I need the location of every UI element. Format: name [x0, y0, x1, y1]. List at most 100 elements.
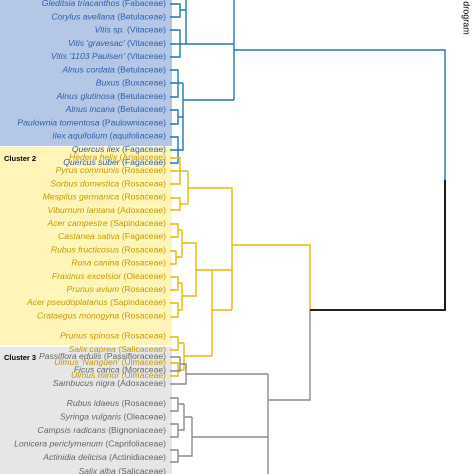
- species: Prunus avium: [67, 284, 120, 294]
- species: Alnus cordata: [61, 65, 115, 75]
- family: (Vitaceae): [127, 38, 166, 48]
- leaf-label: Buxus (Buxaceae): [96, 78, 166, 88]
- family: (Sapindaceae): [110, 297, 166, 307]
- leaf-label: Paulownia tomentosa (Paulowniaceae): [17, 118, 166, 128]
- branch: [170, 310, 311, 474]
- family: (Actinidiaceae): [109, 452, 166, 462]
- family: (Vitaceae): [127, 51, 166, 61]
- species: Ilex aquifolium: [52, 131, 107, 141]
- branch: [170, 0, 446, 180]
- leaf-label: Vitis '1103 Paulsen' (Vitaceae): [51, 51, 166, 61]
- leaf-label: Quercus suber (Fagaceae): [63, 157, 166, 167]
- family: (Vitaceae): [127, 25, 166, 35]
- species: Crataegus monogyna: [37, 311, 119, 321]
- leaf-label: Fraxinus excelsior (Oleaceae): [52, 271, 166, 281]
- family: (Oleaceae): [123, 271, 166, 281]
- species: Syringa vulgaris: [60, 412, 122, 422]
- species: Rubus fructicosus: [51, 245, 120, 255]
- leaf-label: Vitis sp. (Vitaceae): [95, 25, 166, 35]
- leaf-label: Sorbus domestica (Rosaceae): [50, 179, 166, 189]
- family: (Betulaceae): [117, 12, 166, 22]
- family: (Moraceae): [122, 365, 166, 375]
- leaf-label: Campsis radicans (Bignoniaceae): [38, 425, 167, 435]
- family: (Sapindaceae): [110, 218, 166, 228]
- family: (Buxaceae): [122, 78, 166, 88]
- species: Quercus ilex: [72, 144, 120, 154]
- leaf-label: Quercus ilex (Fagaceae): [72, 144, 166, 154]
- leaf-label: Ulmus 'Nanguen' (Ulmaceae): [54, 357, 166, 367]
- leaf-label: Ilex aquifolium (aquifoliaceae): [52, 131, 166, 141]
- species: Sambucus nigra: [53, 378, 115, 388]
- family: (Rosaceae): [122, 179, 167, 189]
- leaf-label: Vitis 'gravesac' (Vitaceae): [68, 38, 166, 48]
- leaf-label: Actinidia delicisa (Actinidiaceae): [42, 452, 166, 462]
- leaf-label: Mespilus germanica (Rosaceae): [43, 192, 166, 202]
- leaf-label: Prunus avium (Rosaceae): [67, 284, 166, 294]
- family: (Adoxaceae): [117, 378, 166, 388]
- cluster-2-box: [0, 147, 172, 345]
- family: (Passifloraceae): [104, 351, 166, 361]
- species: Vitis 'gravesac': [68, 38, 125, 48]
- leaf-label: Sambucus nigra (Adoxaceae): [53, 378, 166, 388]
- family: (Fagaceae): [122, 157, 166, 167]
- leaf-label: Rubus fructicosus (Rosaceae): [51, 245, 166, 255]
- cluster-label: Cluster 3: [4, 353, 36, 362]
- leaf-label: Hedera helix (Arialaceae): [69, 152, 166, 162]
- branch: [170, 157, 311, 377]
- leaf-label: Passiflora edulis (Passifloraceae): [39, 351, 166, 361]
- species: Pyrus communis: [56, 165, 120, 175]
- family: (Rosaceae): [122, 398, 167, 408]
- family: (Caprifoliaceae): [105, 439, 166, 449]
- leaf-label: Rubus idaeus (Rosaceae): [67, 398, 167, 408]
- family: (Rosaceae): [122, 284, 167, 294]
- leaf-label: Alnus cordata (Betulaceae): [61, 65, 166, 75]
- leaf-label: Crataegus monogyna (Rosaceae): [37, 311, 166, 321]
- family: (Oleaceae): [123, 412, 166, 422]
- leaf-label: Salix alba (Salicaceae): [79, 466, 167, 474]
- species: Gleditsia triacanthos: [42, 0, 121, 8]
- family: (Fabaceae): [122, 0, 166, 8]
- family: (Fagaceae): [122, 144, 166, 154]
- family: (Arialaceae): [120, 152, 166, 162]
- leaf-label: Alnus glutinosa (Betulaceae): [56, 91, 167, 101]
- cluster-label: Cluster 2: [4, 154, 36, 163]
- family: (Betulaceae): [117, 104, 166, 114]
- family: (aquifoliaceae): [110, 131, 167, 141]
- species: Buxus: [96, 78, 121, 88]
- family: (Paulowniaceae): [102, 118, 166, 128]
- leaf-label: Castanea sativa (Fagaceae): [58, 231, 166, 241]
- family: (Ulmaceae): [122, 357, 167, 367]
- family: (Salicaceae): [118, 466, 166, 474]
- family: (Bignoniaceae): [108, 425, 166, 435]
- species: Campsis radicans: [38, 425, 107, 435]
- leaf-label: Acer campestre (Sapindaceae): [47, 218, 167, 228]
- leaf-label: Pyrus communis (Rosaceae): [56, 165, 166, 175]
- family: (Rosaceae): [122, 331, 167, 341]
- species: Vitis '1103 Paulsen': [51, 51, 125, 61]
- species: Corylus avellana: [51, 12, 115, 22]
- species: Acer pseudoplatanus: [26, 297, 108, 307]
- species: Castanea sativa: [58, 231, 120, 241]
- species: Acer campestre: [47, 218, 108, 228]
- species: Ulmus 'Nanguen': [54, 357, 119, 367]
- species: Ficus carica: [74, 365, 120, 375]
- family: (Rosaceae): [122, 165, 167, 175]
- family: (Betulaceae): [117, 65, 166, 75]
- leaf-label: Acer pseudoplatanus (Sapindaceae): [26, 297, 166, 307]
- family: (Rosaceae): [122, 192, 167, 202]
- family: (Ulmaceae): [122, 370, 167, 380]
- species: Prunus spinosa: [60, 331, 119, 341]
- species: Actinidia delicisa: [42, 452, 107, 462]
- species: Passiflora edulis: [39, 351, 102, 361]
- root-branch: [310, 180, 446, 311]
- species: Alnus glutinosa: [56, 91, 116, 101]
- cluster-3-box: [0, 347, 172, 474]
- family: (Salicaceae): [118, 344, 166, 354]
- family: (Rosaceae): [122, 258, 167, 268]
- leaf-label: Alnus incana (Betulaceae): [65, 104, 166, 114]
- family: (Betulaceae): [117, 91, 166, 101]
- leaf-label: Ficus carica (Moraceae): [74, 365, 166, 375]
- leaf-label: Ulmus minor (Ulmaceae): [71, 370, 166, 380]
- species: Ulmus minor: [71, 370, 120, 380]
